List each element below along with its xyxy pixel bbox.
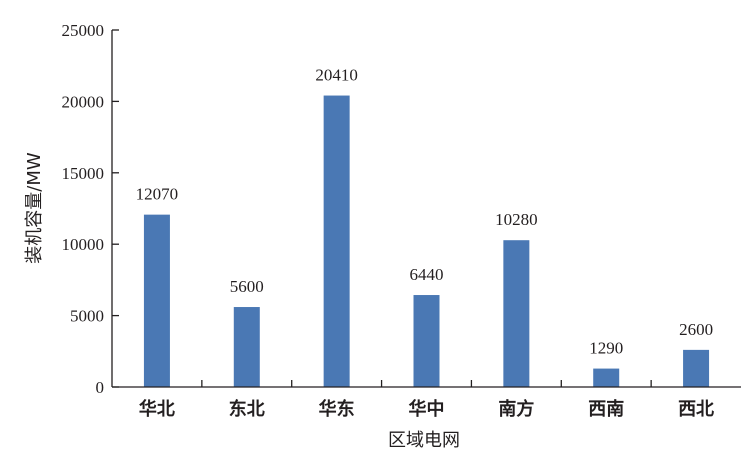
bar-value-label: 12070 <box>136 185 179 204</box>
y-tick-label: 10000 <box>62 235 105 254</box>
x-category-label: 西北 <box>678 399 714 420</box>
bar <box>593 368 620 387</box>
bar <box>413 295 440 387</box>
y-tick-label: 20000 <box>62 92 105 111</box>
y-tick-label: 15000 <box>62 164 105 183</box>
bar-value-label: 6440 <box>410 265 444 284</box>
x-category-label: 西南 <box>588 398 624 420</box>
bars <box>143 95 710 387</box>
bar-value-label: 2600 <box>679 320 713 339</box>
bar <box>143 214 170 387</box>
x-category-label: 华东 <box>319 398 355 420</box>
x-axis-title: 区域电网 <box>388 430 460 451</box>
bar <box>503 240 530 387</box>
bar-value-label: 1290 <box>589 339 623 358</box>
value-labels: 12070 5600 20410 6440 10280 1290 2600 <box>136 66 713 358</box>
y-axis-title: 装机容量/MW <box>24 152 45 264</box>
x-category-label: 东北 <box>229 398 265 420</box>
y-axis-ticks: 0 5000 10000 15000 20000 25000 <box>62 21 119 397</box>
bar <box>683 349 710 387</box>
x-category-label: 华北 <box>139 398 175 420</box>
x-category-label: 华中 <box>409 398 445 420</box>
x-category-label: 南方 <box>498 398 534 420</box>
bar-value-label: 10280 <box>495 210 538 229</box>
bar-value-label: 5600 <box>230 277 264 296</box>
y-tick-label: 25000 <box>62 21 105 40</box>
bar <box>323 95 350 387</box>
y-tick-label: 5000 <box>70 307 104 326</box>
bar-value-label: 20410 <box>315 66 358 85</box>
x-axis-categories: 华北 东北 华东 华中 南方 西南 西北 <box>139 380 714 420</box>
y-tick-label: 0 <box>96 378 105 397</box>
bar <box>233 307 260 387</box>
